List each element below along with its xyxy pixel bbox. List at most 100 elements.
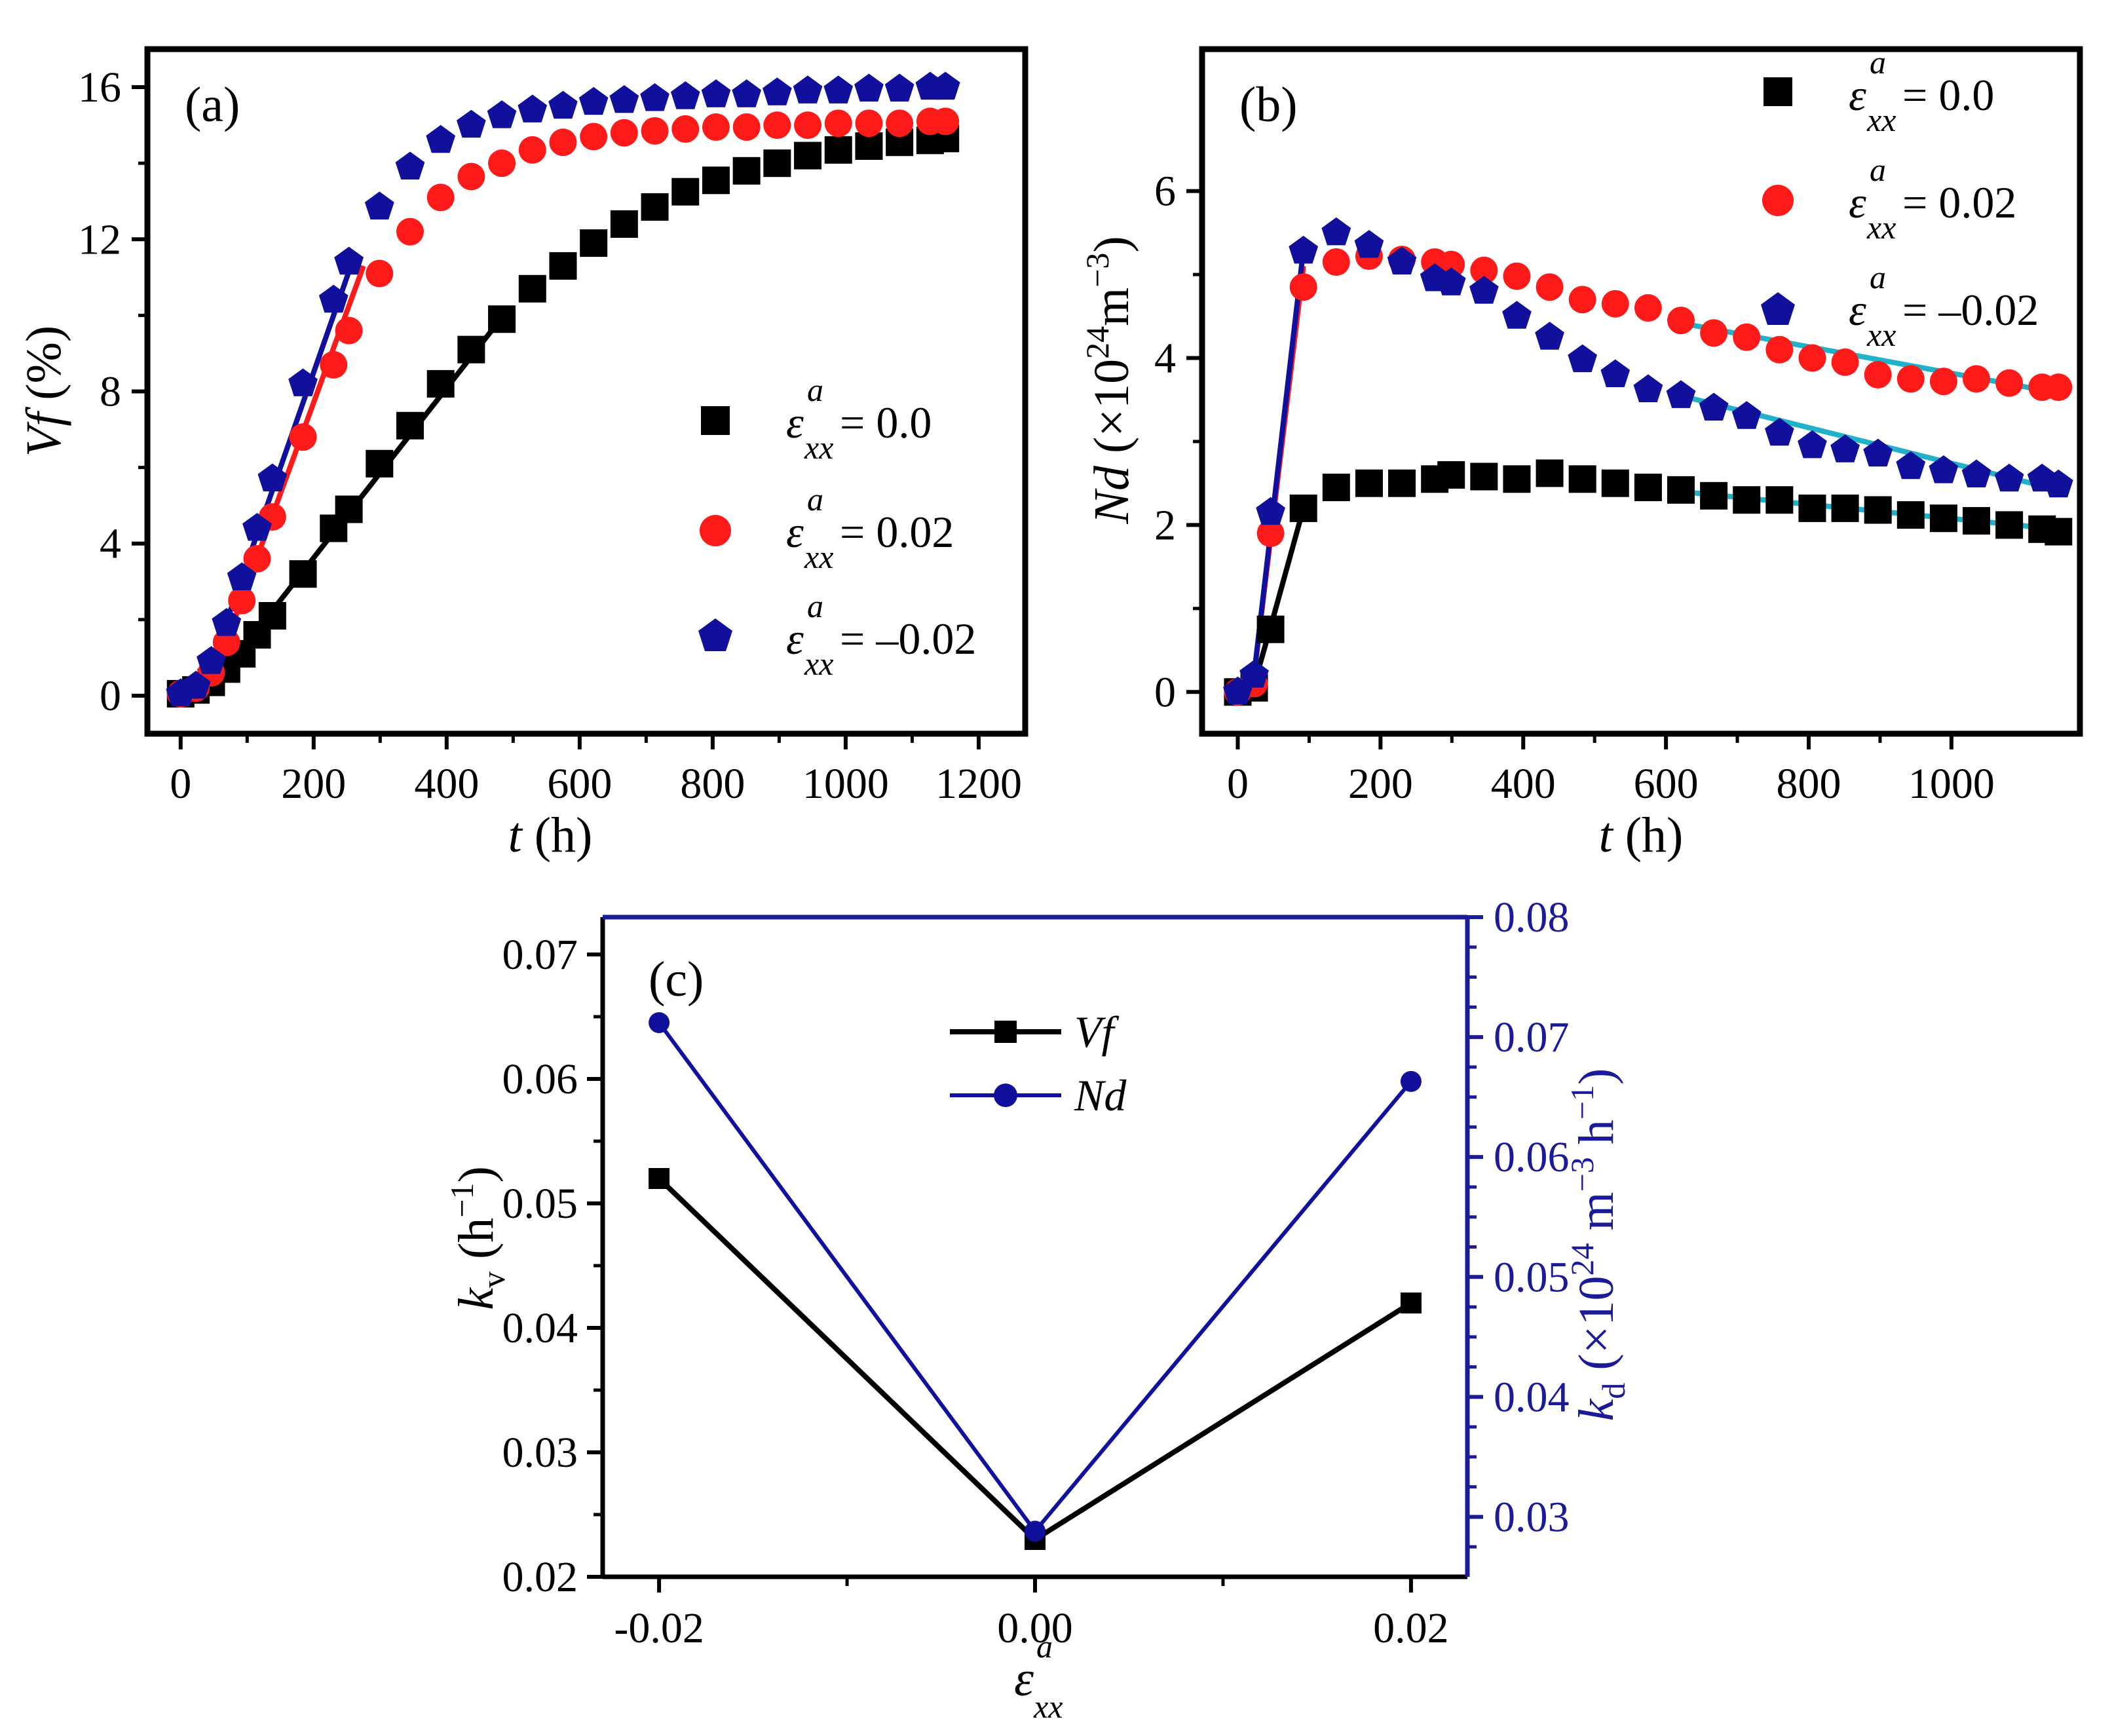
data-point-square (335, 495, 363, 523)
legend-b-sub-2: xx (1866, 316, 1896, 353)
panel-c-xlabel: ε a xx (1014, 1628, 1063, 1725)
data-point-circle (1995, 369, 2024, 397)
data-point-square (1995, 511, 2024, 539)
data-point-pentagon (227, 562, 257, 590)
data-point-square (366, 449, 394, 478)
y-tick-label: 0 (1154, 668, 1176, 716)
legend-a-marker-0 (701, 406, 730, 435)
data-point-square (426, 369, 455, 398)
data-point-circle (518, 136, 546, 164)
y-tick-label: 0.03 (502, 1429, 578, 1477)
data-point-pentagon (1535, 322, 1564, 350)
legend-b-sub-1: xx (1866, 209, 1896, 246)
data-point-square (1700, 481, 1728, 510)
legend-b-var-2: ε (1849, 285, 1866, 335)
x-tick-label: 1200 (935, 760, 1022, 808)
data-point-circle (228, 586, 256, 614)
y-tick-label: 2 (1154, 501, 1176, 549)
data-point-circle (932, 107, 960, 136)
data-point-square (1388, 469, 1416, 497)
data-point-circle (1289, 273, 1317, 301)
x-tick-label: 200 (281, 760, 346, 808)
data-point-circle (1568, 286, 1596, 314)
data-point-pentagon (242, 513, 272, 541)
panel-b: 0 200 400 600 800 1000 0 2 4 6 (b) t (h) Nd (×102… (1079, 44, 2083, 863)
x-tick-label: 0.02 (1373, 1604, 1449, 1652)
data-point-pentagon (670, 81, 700, 109)
legend-a-sub-2: xx (804, 645, 833, 682)
x-tick-label: 0.00 (997, 1604, 1073, 1652)
data-point-pentagon (1321, 217, 1351, 246)
data-point-pentagon (930, 71, 960, 100)
x-tick-label: 400 (414, 760, 479, 808)
data-point-circle (1700, 319, 1728, 347)
panel-c-y2label: kd (×1024 m−3 h−1) (1564, 1068, 1632, 1422)
y2-tick-label: 0.07 (1494, 1013, 1570, 1061)
x-tick-label: 1000 (802, 760, 889, 808)
y-tick-label: 16 (78, 64, 121, 111)
legend-a-label-0: = 0.0 (840, 398, 932, 447)
data-point-pentagon (1354, 230, 1384, 258)
data-point-circle (1896, 365, 1925, 393)
data-point-square (1765, 486, 1794, 514)
data-point-pentagon (609, 85, 639, 113)
data-point-circle (1667, 307, 1695, 335)
legend-a-sup-0: a (807, 371, 823, 408)
data-point-square (732, 157, 761, 185)
panel-a-markers (166, 71, 960, 708)
data-point-circle (1963, 365, 1991, 393)
data-point-nd (1400, 1070, 1422, 1092)
y2-tick-label: 0.03 (1494, 1493, 1570, 1541)
data-point-pentagon (197, 646, 226, 674)
data-point-square (289, 560, 317, 588)
data-point-square (580, 229, 608, 257)
data-point-circle (320, 350, 348, 379)
data-point-circle (1831, 348, 1859, 376)
legend-c-marker-nd (994, 1084, 1017, 1107)
data-point-square (1929, 504, 1957, 533)
data-point-circle (641, 117, 669, 145)
data-point-pentagon (518, 94, 548, 123)
x-tick-label: 800 (1777, 760, 1841, 808)
data-point-circle (2045, 373, 2073, 402)
data-point-circle (335, 316, 363, 345)
data-point-pentagon (1699, 392, 1729, 421)
panel-c-label: (c) (649, 952, 704, 1007)
data-point-circle (580, 123, 608, 151)
x-tick-label: 0 (170, 760, 191, 808)
data-point-circle (1470, 256, 1498, 284)
data-point-square (1601, 469, 1629, 497)
data-point-circle (366, 259, 394, 288)
data-point-pentagon (884, 73, 915, 102)
legend-c-marker-vf (994, 1021, 1017, 1043)
y-tick-label: 6 (1154, 168, 1176, 216)
data-point-circle (1765, 335, 1794, 364)
legend-b-marker-2 (1761, 292, 1795, 325)
data-point-pentagon (1289, 235, 1319, 264)
panel-b-legend: ε a xx = 0.0 ε a xx = 0.02 ε a xx = –0.0… (1761, 44, 2039, 353)
panel-c-legend: Vf Nd (950, 1007, 1127, 1120)
data-point-pentagon (823, 75, 854, 104)
data-point-circle (763, 111, 791, 140)
data-point-circle (886, 109, 914, 138)
panel-c-markers (649, 1012, 1422, 1550)
data-point-pentagon (1436, 267, 1466, 295)
legend-a-marker-1 (700, 515, 731, 546)
panel-b-markers (1223, 217, 2073, 706)
data-point-square (1536, 459, 1564, 487)
x-tick-label: 400 (1491, 760, 1556, 808)
data-point-square (1896, 501, 1925, 529)
data-point-square (518, 274, 546, 303)
y-tick-label: 0.06 (502, 1055, 578, 1103)
legend-a-var-0: ε (786, 398, 804, 447)
data-point-pentagon (334, 246, 364, 275)
data-point-pentagon (457, 109, 486, 138)
legend-a-sub-1: xx (804, 538, 833, 575)
legend-a-var-2: ε (786, 614, 804, 664)
data-point-vf (649, 1168, 670, 1189)
legend-c-label-vf: Vf (1074, 1007, 1120, 1057)
data-point-pentagon (212, 608, 242, 636)
data-point-circle (702, 113, 730, 142)
y-tick-label: 0.04 (502, 1304, 578, 1352)
data-point-square (1667, 476, 1695, 504)
